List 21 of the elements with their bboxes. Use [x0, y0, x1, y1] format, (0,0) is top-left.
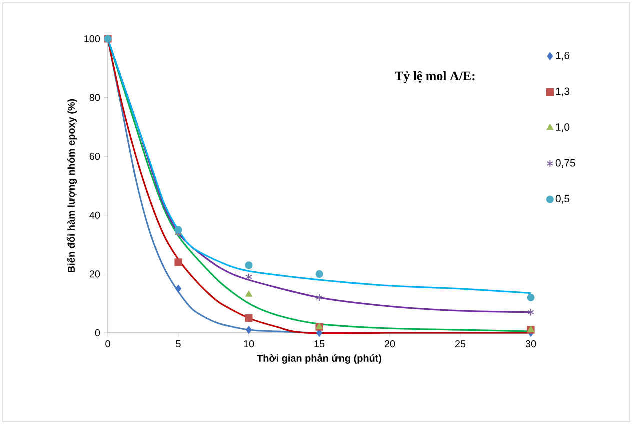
y-tick-label: 40 — [90, 212, 100, 219]
y-tick-label: 20 — [90, 270, 100, 278]
legend-label: 1,6 — [556, 52, 570, 61]
x-tick-label: 5 — [176, 340, 181, 348]
y-tick-label: 100 — [84, 35, 100, 43]
y-tick-label: 60 — [90, 153, 100, 160]
legend-label: 1,0 — [556, 124, 570, 132]
x-tick-label: 15 — [314, 340, 325, 348]
legend-label: 0,5 — [556, 195, 570, 204]
legend-title: Tỷ lệ mol A/E: — [395, 71, 475, 84]
legend-label: 1,3 — [556, 88, 570, 96]
x-axis-title: Thời gian phản ứng (phút) — [257, 354, 382, 364]
x-tick-label: 30 — [526, 340, 536, 348]
x-tick-label: 0 — [106, 340, 110, 348]
x-tick-label: 25 — [455, 340, 466, 348]
x-tick-label: 20 — [384, 340, 396, 348]
x-tick-label: 10 — [244, 340, 254, 348]
y-tick-label: 0 — [95, 329, 100, 337]
y-axis-title: Biến đổi hàm lượng nhóm epoxy (%) — [66, 99, 78, 272]
y-tick-label: 80 — [90, 94, 100, 102]
legend-label: 0,75 — [556, 159, 576, 168]
